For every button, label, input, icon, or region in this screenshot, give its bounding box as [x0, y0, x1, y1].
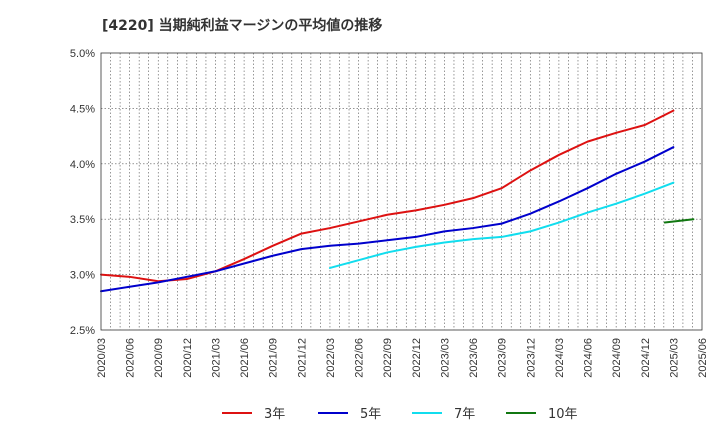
x-tick-label: 2022/06 — [354, 338, 366, 378]
x-tick-label: 2023/06 — [468, 338, 480, 378]
x-tick-label: 2024/12 — [640, 338, 652, 378]
x-tick-label: 2023/12 — [525, 338, 537, 378]
y-tick-label: 3.0% — [70, 270, 95, 282]
x-tick-label: 2020/12 — [182, 338, 194, 378]
x-tick-label: 2024/03 — [554, 338, 566, 378]
x-tick-label: 2022/09 — [382, 338, 394, 378]
y-tick-label: 4.5% — [70, 103, 95, 115]
x-tick-label: 2023/03 — [439, 338, 451, 378]
plot-frame — [100, 52, 703, 331]
x-tick-label: 2021/09 — [268, 338, 280, 378]
x-tick-label: 2020/06 — [125, 338, 137, 378]
x-tick-label: 2022/03 — [325, 338, 337, 378]
x-axis: 2020/03 2020/06 2020/09 2020/12 2021/03 2021/… — [96, 338, 709, 378]
x-tick-label: 2025/06 — [697, 338, 709, 378]
x-tick-label: 2024/09 — [611, 338, 623, 378]
series-line-2 — [100, 146, 675, 293]
x-tick-label: 2021/03 — [210, 338, 222, 378]
series-line-3 — [328, 181, 675, 269]
y-axis: 2.5% 3.0% 3.5% 4.0% 4.5% 5.0% — [70, 48, 95, 337]
grid — [101, 53, 702, 330]
x-tick-label: 2021/12 — [296, 338, 308, 378]
x-tick-label: 2021/06 — [239, 338, 251, 378]
legend-label: 10年 — [548, 407, 578, 422]
x-tick-label: 2023/09 — [497, 338, 509, 378]
y-tick-label: 4.0% — [70, 159, 95, 171]
legend: 3年 5年 7年 10年 — [222, 407, 578, 422]
chart-title: [4220] 当期純利益マージンの平均値の推移 — [102, 17, 382, 34]
y-tick-label: 2.5% — [70, 325, 95, 337]
series-line-4 — [663, 218, 695, 224]
legend-label: 7年 — [454, 407, 475, 422]
x-tick-label: 2020/03 — [96, 338, 108, 378]
series-line-1 — [100, 109, 675, 283]
x-tick-label: 2024/06 — [583, 338, 595, 378]
x-tick-label: 2025/03 — [668, 338, 680, 378]
y-tick-label: 3.5% — [70, 214, 95, 226]
legend-label: 3年 — [264, 407, 285, 422]
x-tick-label: 2020/09 — [153, 338, 165, 378]
x-tick-label: 2022/12 — [411, 338, 423, 378]
y-tick-label: 5.0% — [70, 48, 95, 60]
legend-label: 5年 — [360, 407, 381, 422]
series-lines — [100, 109, 695, 293]
